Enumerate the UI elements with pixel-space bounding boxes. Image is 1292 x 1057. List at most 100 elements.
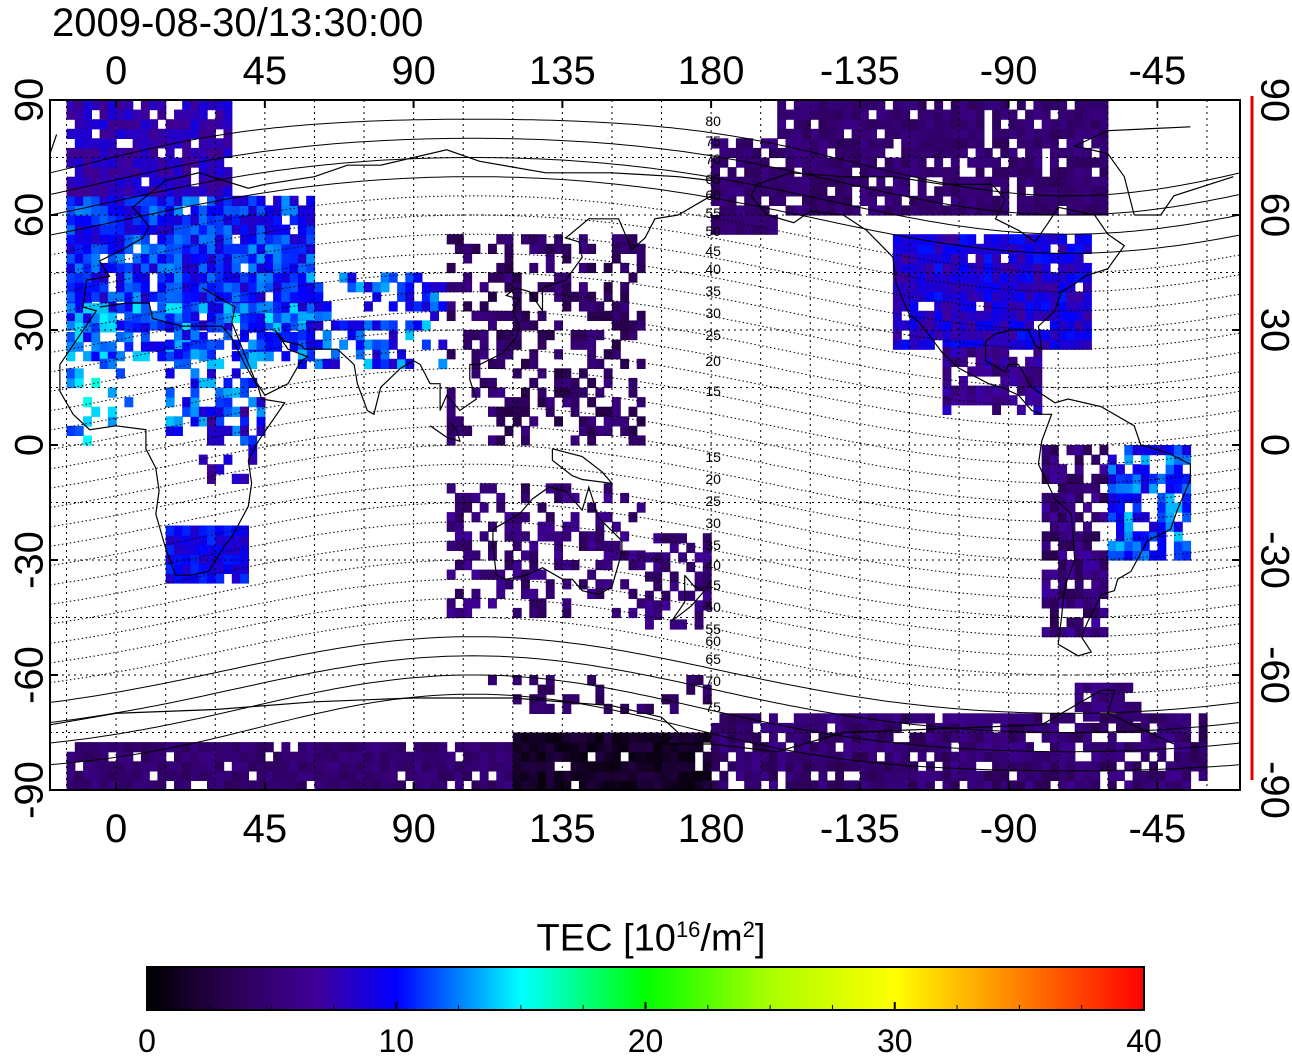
tec-cell	[165, 742, 175, 753]
tec-cell	[909, 147, 919, 159]
tec-cell	[1016, 119, 1026, 130]
tec-cell	[289, 761, 299, 772]
tec-cell	[1066, 157, 1076, 168]
tec-cell	[578, 262, 588, 274]
tec-cell	[537, 397, 547, 408]
tec-cell	[529, 349, 539, 360]
tec-cell	[620, 301, 630, 312]
tec-cell	[1116, 512, 1125, 523]
contour-label: 70	[705, 151, 721, 167]
tec-cell	[892, 119, 902, 130]
tec-cell	[769, 780, 778, 790]
tec-cell	[967, 330, 977, 341]
tec-cell	[347, 330, 357, 341]
tec-cell	[1041, 272, 1051, 283]
tec-cell	[165, 138, 175, 149]
tec-cell	[901, 253, 911, 264]
tec-cell	[91, 253, 101, 264]
tec-cell	[901, 109, 911, 120]
tec-cell	[1099, 492, 1109, 504]
tec-cell	[611, 742, 621, 753]
tec-cell	[231, 282, 241, 293]
tec-cell	[273, 282, 282, 293]
tec-cell	[1074, 234, 1084, 245]
tec-cell	[182, 397, 192, 408]
tec-cell	[157, 780, 167, 790]
tec-cell	[116, 234, 125, 245]
tec-cell	[1058, 742, 1068, 753]
tec-cell	[124, 761, 134, 772]
tec-cell	[587, 761, 597, 772]
tec-cell	[901, 262, 911, 274]
tec-cell	[727, 742, 737, 753]
tec-cell	[74, 312, 84, 323]
tec-cell	[182, 167, 192, 178]
tec-cell	[884, 157, 894, 168]
tec-cell	[116, 761, 125, 772]
tec-cell	[992, 119, 1001, 130]
tec-cell	[669, 732, 679, 743]
tec-cell	[967, 195, 977, 206]
tec-cell	[578, 416, 588, 427]
tec-cell	[1132, 540, 1142, 551]
tec-cell	[1107, 780, 1117, 790]
tec-cell	[132, 147, 142, 159]
tec-cell	[942, 291, 952, 302]
tec-cell	[892, 301, 902, 312]
tec-cell	[1157, 722, 1167, 734]
tec-cell	[446, 435, 456, 446]
tec-cell	[917, 282, 927, 293]
tec-cell	[182, 563, 192, 574]
tec-cell	[413, 301, 423, 312]
tec-cell	[504, 234, 514, 245]
tec-cell	[1074, 330, 1084, 341]
tec-cell	[942, 330, 952, 341]
tec-cell	[942, 761, 952, 772]
tec-cell	[182, 761, 192, 772]
tec-cell	[504, 550, 514, 561]
tec-cell	[1091, 483, 1101, 494]
coastline	[50, 126, 1234, 216]
tec-cell	[611, 761, 621, 772]
tec-cell	[1116, 770, 1125, 781]
tec-cell	[1198, 742, 1208, 753]
tec-cell	[207, 205, 216, 216]
tec-cell	[1033, 385, 1043, 396]
tec-cell	[297, 780, 307, 790]
tec-cell	[223, 387, 233, 398]
tec-cell	[611, 732, 621, 743]
tec-cell	[826, 713, 836, 724]
tec-cell	[587, 780, 597, 790]
tec-cell	[297, 253, 307, 264]
tec-cell	[1049, 157, 1059, 168]
tec-cell	[248, 377, 258, 389]
tec-cell	[1091, 588, 1101, 599]
tec-cell	[851, 722, 861, 734]
tec-cell	[248, 291, 258, 302]
tec-cell	[802, 761, 811, 772]
tec-cell	[504, 349, 514, 360]
tec-cell	[1025, 339, 1034, 350]
mag-contour	[50, 118, 1240, 197]
tec-cell	[802, 100, 811, 111]
tec-cell	[1066, 588, 1076, 599]
tec-cell	[207, 554, 216, 565]
tec-cell	[554, 780, 563, 790]
tec-cell	[215, 303, 225, 314]
tec-cell	[1025, 157, 1034, 168]
tec-cell	[1008, 119, 1018, 130]
tec-cell	[1025, 291, 1034, 302]
tec-cell	[1074, 780, 1084, 790]
tec-cell	[719, 742, 729, 753]
tec-cell	[950, 301, 960, 312]
tec-cell	[331, 751, 340, 762]
tec-cell	[446, 425, 456, 436]
tec-cell	[950, 195, 960, 206]
tec-cell	[223, 253, 233, 264]
tec-cell	[240, 205, 249, 216]
tec-cell	[892, 109, 902, 120]
tec-cell	[174, 303, 183, 314]
tec-cell	[165, 303, 175, 314]
tec-cell	[157, 303, 167, 314]
tec-cell	[66, 341, 76, 352]
